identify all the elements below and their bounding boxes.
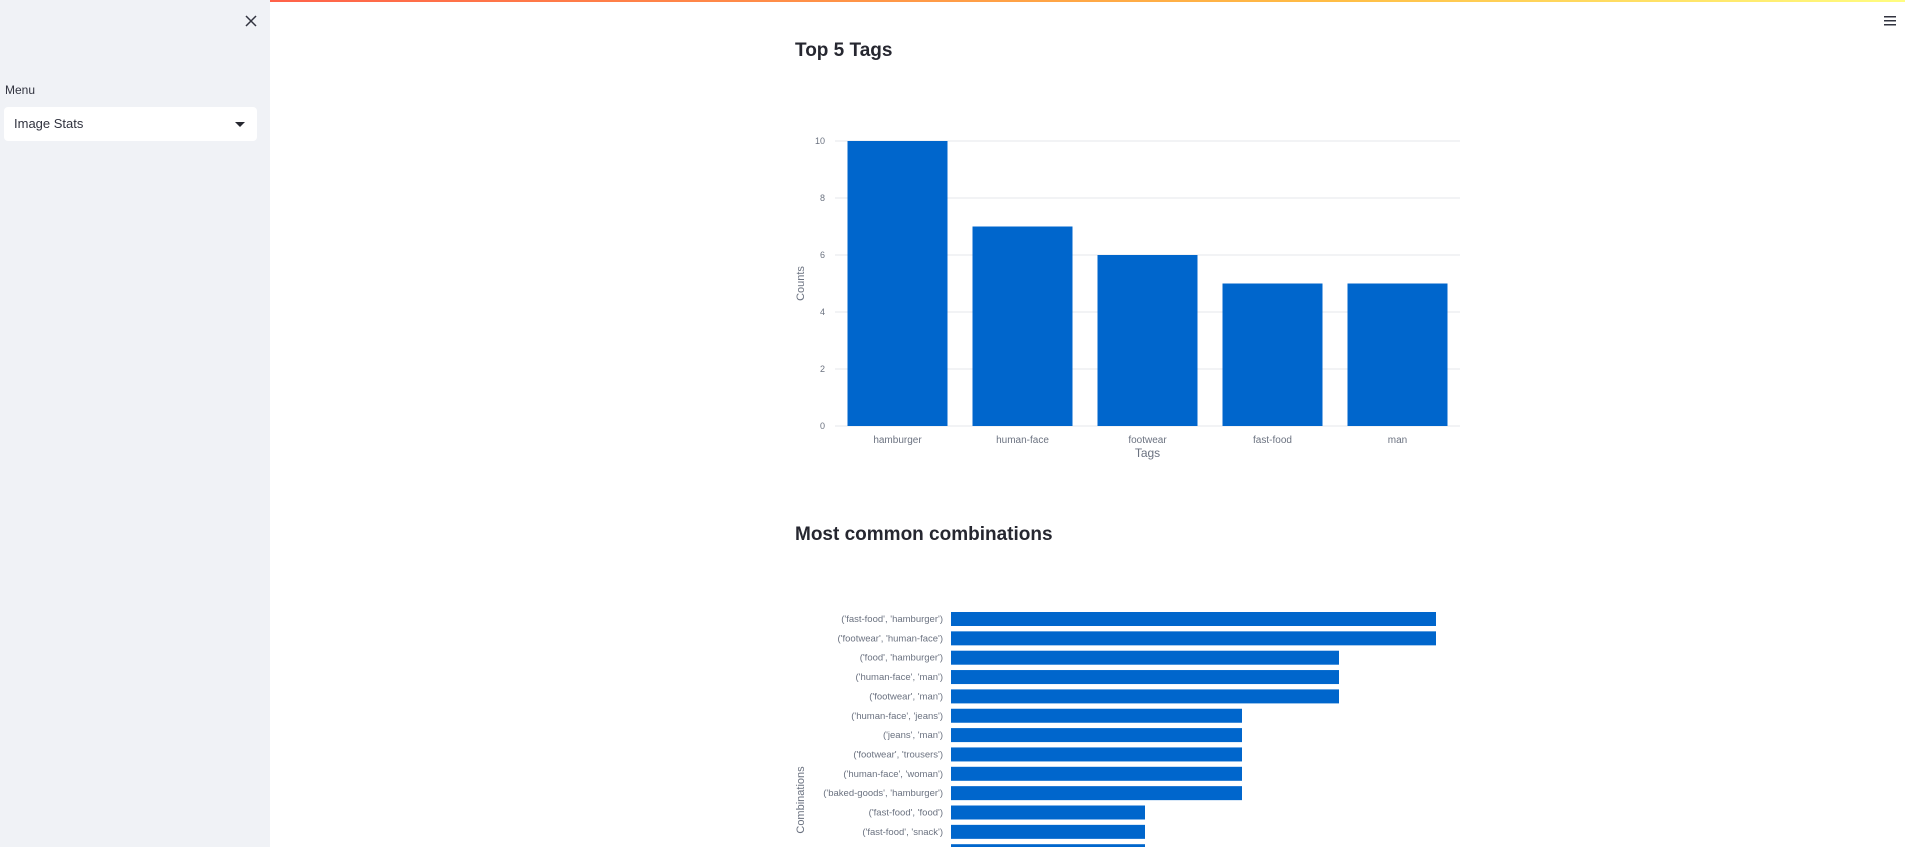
y-tick-label: ('fast-food', 'hamburger') xyxy=(841,614,943,625)
bar-hamburger xyxy=(847,141,948,426)
combinations-bar-chart: ('fast-food', 'hamburger') ('footwear', '… xyxy=(795,612,1436,847)
caret-down-icon xyxy=(235,122,245,127)
y-tick-label: ('fast-food', 'snack') xyxy=(862,827,943,838)
menu-select[interactable]: Image Stats xyxy=(4,107,257,141)
y-tick-label: ('food', 'hamburger') xyxy=(860,653,943,664)
bar-combination xyxy=(951,766,1242,781)
x-tick-label: human-face xyxy=(996,435,1049,446)
close-icon xyxy=(245,15,257,27)
close-sidebar-button[interactable] xyxy=(241,11,261,31)
bar-combination xyxy=(951,612,1436,626)
y-tick-label: ('footwear', 'trousers') xyxy=(853,749,943,760)
y-tick-label: 10 xyxy=(815,136,825,146)
bar-combination xyxy=(951,650,1339,665)
bar-combination xyxy=(951,670,1339,685)
y-tick-label: 2 xyxy=(820,364,825,374)
top-tags-bar-chart: 0 2 4 6 8 10 hamburger human-face footwear fast-f… xyxy=(795,136,1460,460)
x-axis-title: Tags xyxy=(1135,446,1160,460)
hamburger-menu-icon xyxy=(1884,16,1896,26)
main-menu-button[interactable] xyxy=(1882,13,1898,29)
section-title-common-combinations: Most common combinations xyxy=(795,524,1053,545)
bar-combination xyxy=(951,747,1242,762)
y-tick-label: 6 xyxy=(820,250,825,260)
bar-footwear xyxy=(1097,255,1198,426)
menu-select-value: Image Stats xyxy=(14,116,84,131)
top-decoration-bar xyxy=(0,0,1905,2)
y-tick-label: ('human-face', 'man') xyxy=(855,672,943,683)
bar-combination xyxy=(951,824,1145,839)
x-tick-label: fast-food xyxy=(1253,435,1292,446)
bar-combination xyxy=(951,728,1242,743)
y-tick-label: ('footwear', 'man') xyxy=(869,691,943,702)
y-tick-label: ('fast-food', 'food') xyxy=(869,808,943,819)
bar-human-face xyxy=(972,226,1073,426)
y-tick-label: ('human-face', 'jeans') xyxy=(851,711,943,722)
bar-combination xyxy=(951,805,1145,820)
bar-combination xyxy=(951,844,1145,847)
y-tick-label: ('human-face', 'woman') xyxy=(843,769,943,780)
y-tick-label: 0 xyxy=(820,421,825,431)
bar-combination xyxy=(951,708,1242,723)
y-tick-label: ('jeans', 'man') xyxy=(883,730,943,741)
sidebar: Menu Image Stats xyxy=(0,0,270,847)
menu-label: Menu xyxy=(5,83,36,97)
bar-fast-food xyxy=(1222,283,1323,426)
y-axis-title: Combinations xyxy=(795,766,807,834)
bar-combination xyxy=(951,786,1242,801)
x-tick-label: hamburger xyxy=(873,435,922,446)
bar-combination xyxy=(951,689,1339,704)
y-tick-label: 8 xyxy=(820,193,825,203)
y-axis-title: Counts xyxy=(795,266,807,301)
y-tick-label: 4 xyxy=(820,307,825,317)
section-title-top-tags: Top 5 Tags xyxy=(795,40,893,61)
bar-man xyxy=(1347,283,1448,426)
y-tick-label: ('baked-goods', 'hamburger') xyxy=(823,788,943,799)
y-tick-label: ('footwear', 'human-face') xyxy=(838,633,943,644)
x-tick-label: man xyxy=(1388,435,1407,446)
x-tick-label: footwear xyxy=(1128,435,1167,446)
bar-combination xyxy=(951,631,1436,646)
